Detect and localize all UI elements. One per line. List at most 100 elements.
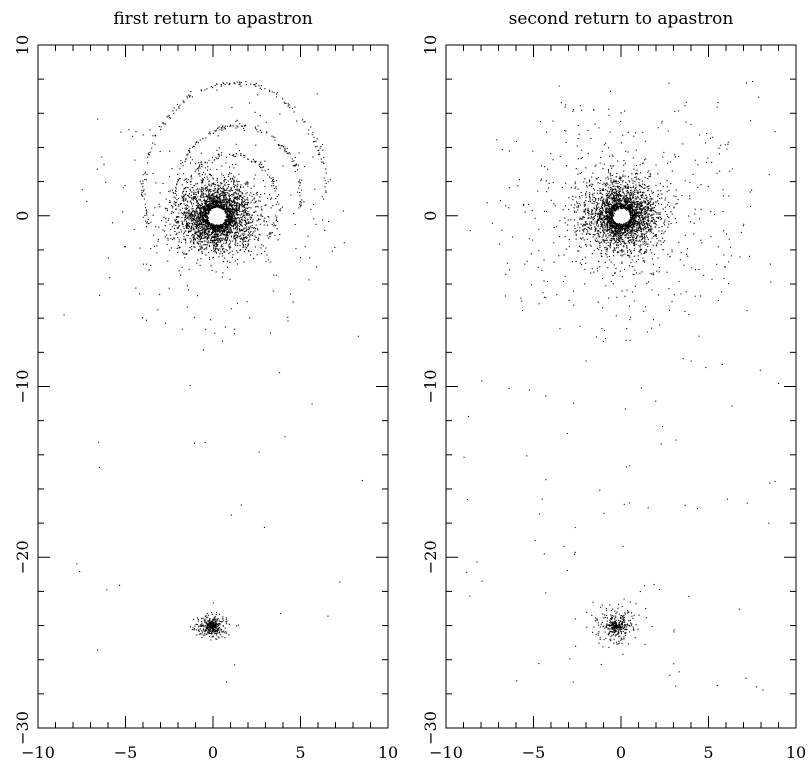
particle-point [217,231,219,233]
particle-point [597,232,599,234]
particle-point [175,201,177,203]
particle-point [178,204,180,206]
particle-point [235,219,237,221]
particle-point [189,181,191,183]
particle-point [612,274,614,277]
particle-point [233,223,235,226]
particle-point [199,206,201,208]
particle-point [178,247,180,249]
particle-point [602,215,604,217]
particle-point [186,253,188,255]
particle-point [246,199,248,201]
particle-point [218,637,220,639]
particle-point [236,189,238,191]
particle-point [644,213,646,215]
particle-point [190,223,192,225]
particle-point [315,223,317,225]
particle-point [644,242,646,244]
particle-point [604,239,606,241]
particle-point [196,262,198,264]
particle-point [259,218,261,220]
particle-point [629,220,632,222]
particle-point [207,195,209,197]
particle-point [211,200,213,203]
particle-point [244,246,246,248]
particle-point [232,217,234,219]
particle-point [226,223,228,225]
particle-point [596,204,598,206]
particle-point [212,178,214,180]
particle-point [212,202,214,204]
particle-point [230,235,232,237]
particle-point [145,209,148,211]
particle-point [206,626,209,628]
particle-point [274,234,276,236]
particle-point [207,211,209,213]
particle-point [189,151,191,154]
particle-point [200,182,202,184]
particle-point [238,173,240,175]
particle-point [215,203,217,205]
particle-point [206,229,208,231]
particle-point [231,222,233,224]
particle-point [209,624,211,626]
particle-point [204,213,206,215]
particle-point [255,200,257,202]
particle-point [241,218,243,221]
particle-point [232,208,234,210]
particle-point [643,211,645,213]
particle-point [241,193,243,195]
particle-point [635,176,637,178]
particle-point [183,236,185,238]
particle-point [229,218,231,220]
particle-point [208,234,210,236]
particle-point [202,137,204,140]
particle-point [215,200,217,202]
particle-point [192,193,195,195]
particle-point [213,225,215,227]
particle-point [633,233,635,235]
particle-point [223,230,225,232]
particle-point [256,254,258,256]
particle-point [225,248,227,251]
particle-point [228,623,230,625]
particle-point [189,626,191,628]
particle-point [256,194,258,196]
particle-point [198,212,200,214]
particle-point [229,83,231,85]
particle-point [224,194,226,196]
particle-point [175,233,177,236]
particle-point [641,203,643,205]
particle-point [213,623,215,625]
particle-point [236,225,238,227]
particle-point [260,208,262,210]
particle-point [223,630,225,632]
particle-point [651,203,653,205]
particle-point [300,204,302,206]
particle-point [193,246,195,248]
particle-point [184,253,186,255]
particle-point [225,224,227,227]
particle-point [619,237,621,239]
particle-point [241,210,243,212]
particle-point [586,209,588,211]
particle-point [624,197,626,199]
particle-point [636,205,638,207]
particle-point [276,195,278,197]
particle-point [195,224,198,226]
particle-point [230,308,232,310]
particle-point [255,144,257,146]
particle-point [269,236,271,238]
particle-point [245,220,247,223]
particle-point [208,193,210,195]
particle-point [232,211,235,213]
particle-point [198,217,200,219]
particle-point [223,231,225,233]
particle-point [98,294,101,296]
particle-point [210,200,212,202]
particle-point [183,238,185,240]
particle-point [231,204,234,207]
particle-point [237,258,239,261]
particle-point [215,130,217,132]
particle-point [607,226,609,228]
